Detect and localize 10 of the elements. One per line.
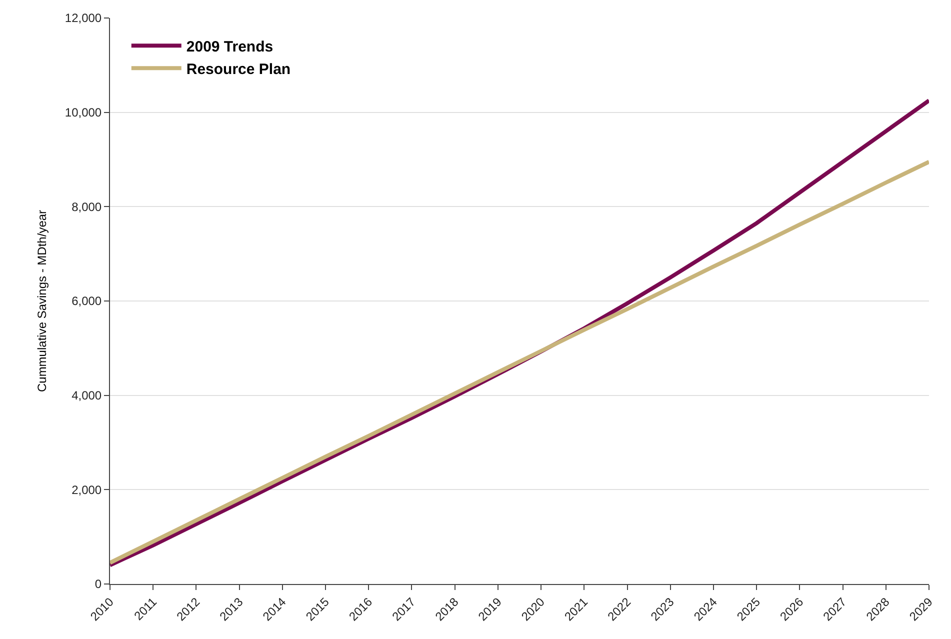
y-tick-label: 6,000	[72, 294, 102, 308]
y-tick-label: 2,000	[72, 482, 102, 497]
legend-label: Resource Plan	[186, 60, 291, 78]
legend-label: 2009 Trends	[186, 38, 274, 56]
y-tick-label: 10,000	[64, 106, 102, 120]
y-tick-label: 8,000	[72, 200, 102, 214]
y-tick-label: 12,000	[64, 11, 102, 26]
y-tick-label: 0	[94, 577, 102, 592]
y-axis-title: Cummulative Savings - MDth/year	[35, 210, 50, 392]
y-tick-label: 4,000	[72, 388, 102, 403]
